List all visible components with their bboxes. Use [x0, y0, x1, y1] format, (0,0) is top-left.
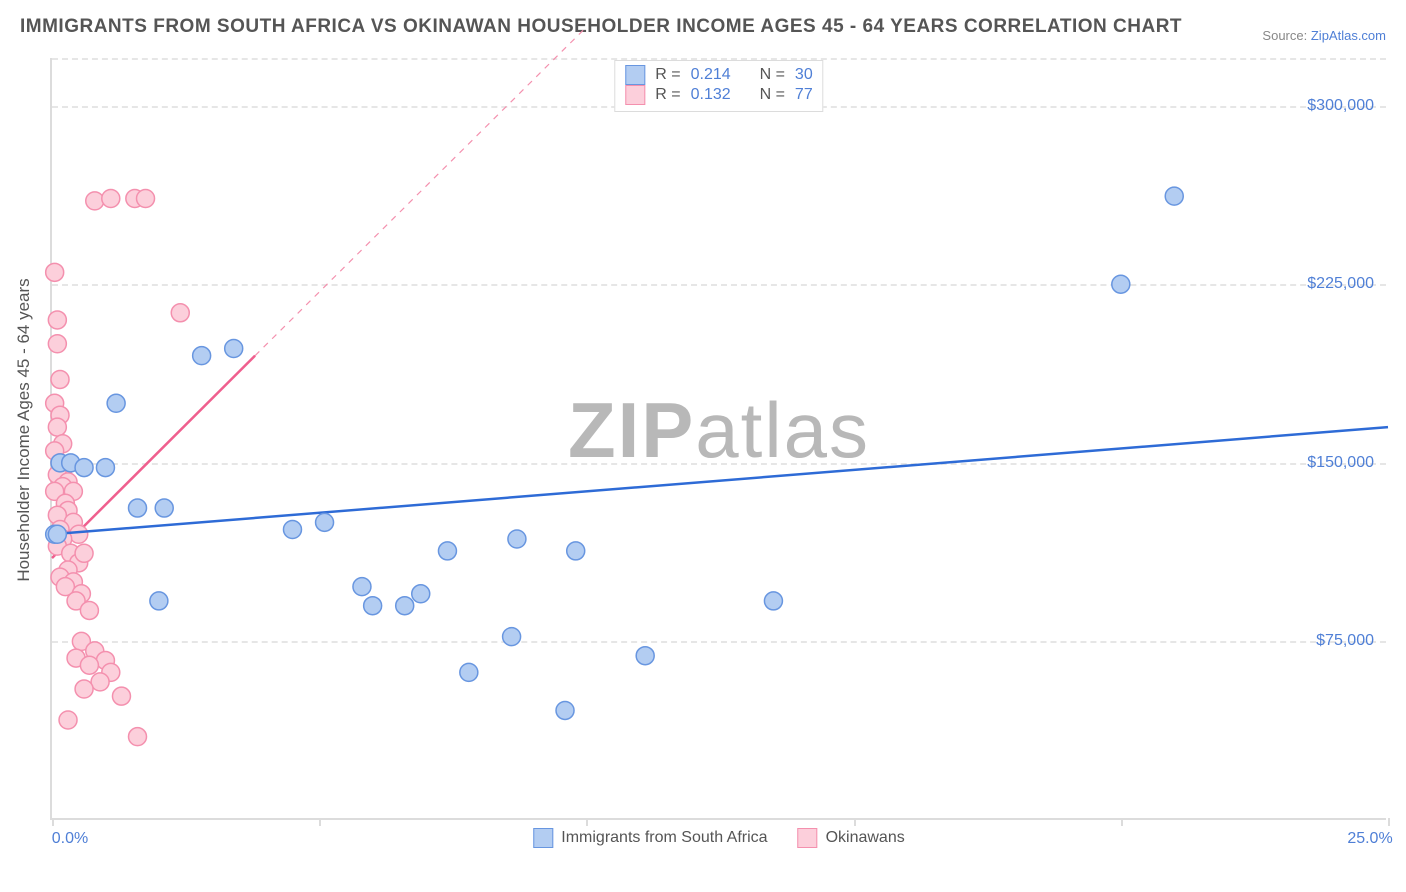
data-point: [396, 597, 414, 615]
n-value-b: 77: [795, 86, 813, 104]
x-tick: [854, 818, 856, 826]
data-point: [1112, 275, 1130, 293]
data-point: [80, 601, 98, 619]
x-tick: [319, 818, 321, 826]
data-point: [48, 311, 66, 329]
r-label: R =: [655, 86, 680, 104]
data-point: [48, 335, 66, 353]
x-tick: [1121, 818, 1123, 826]
r-label: R =: [655, 66, 680, 84]
swatch-legend-a: [533, 828, 553, 848]
swatch-legend-b: [798, 828, 818, 848]
swatch-series-a: [625, 65, 645, 85]
data-point: [46, 263, 64, 281]
n-label: N =: [760, 86, 785, 104]
swatch-series-b: [625, 85, 645, 105]
data-point: [48, 418, 66, 436]
x-tick: [1388, 818, 1390, 826]
n-label: N =: [760, 66, 785, 84]
chart-plot-area: ZIPatlas R = 0.214 N = 30 R = 0.132 N = …: [50, 58, 1386, 820]
data-point: [460, 663, 478, 681]
data-point: [86, 192, 104, 210]
data-point: [112, 687, 130, 705]
r-value-a: 0.214: [691, 66, 731, 84]
data-point: [75, 459, 93, 477]
stats-row-series-b: R = 0.132 N = 77: [625, 85, 812, 105]
data-point: [764, 592, 782, 610]
data-point: [70, 525, 88, 543]
data-point: [150, 592, 168, 610]
data-point: [567, 542, 585, 560]
source-label: Source:: [1262, 28, 1307, 43]
data-point: [283, 520, 301, 538]
data-point: [1165, 187, 1183, 205]
data-point: [48, 525, 66, 543]
data-point: [96, 459, 114, 477]
data-point: [225, 340, 243, 358]
data-point: [75, 544, 93, 562]
n-value-a: 30: [795, 66, 813, 84]
data-point: [75, 680, 93, 698]
data-point: [508, 530, 526, 548]
data-point: [155, 499, 173, 517]
data-point: [129, 499, 147, 517]
data-point: [137, 189, 155, 207]
x-tick-label: 25.0%: [1347, 830, 1392, 848]
source-link[interactable]: ZipAtlas.com: [1311, 28, 1386, 43]
data-point: [59, 711, 77, 729]
legend-label-b: Okinawans: [826, 829, 905, 847]
data-point: [80, 656, 98, 674]
data-point: [412, 585, 430, 603]
source-credit: Source: ZipAtlas.com: [1262, 28, 1386, 43]
data-point: [129, 728, 147, 746]
data-point: [107, 394, 125, 412]
legend-bottom: Immigrants from South Africa Okinawans: [533, 828, 904, 848]
chart-title: IMMIGRANTS FROM SOUTH AFRICA VS OKINAWAN…: [20, 16, 1182, 38]
data-point: [353, 578, 371, 596]
data-point: [316, 513, 334, 531]
data-point: [438, 542, 456, 560]
data-point: [91, 673, 109, 691]
r-value-b: 0.132: [691, 86, 731, 104]
data-point: [193, 347, 211, 365]
data-point: [503, 628, 521, 646]
data-point: [556, 701, 574, 719]
data-point: [51, 370, 69, 388]
legend-item-b: Okinawans: [798, 828, 905, 848]
legend-label-a: Immigrants from South Africa: [561, 829, 767, 847]
x-tick: [52, 818, 54, 826]
data-point: [364, 597, 382, 615]
legend-item-a: Immigrants from South Africa: [533, 828, 767, 848]
stats-legend-box: R = 0.214 N = 30 R = 0.132 N = 77: [614, 60, 823, 112]
x-tick-label: 0.0%: [52, 830, 88, 848]
data-point: [102, 189, 120, 207]
chart-svg: [52, 58, 1386, 818]
y-axis-label: Householder Income Ages 45 - 64 years: [14, 278, 34, 581]
data-point: [171, 304, 189, 322]
data-point: [636, 647, 654, 665]
x-tick: [586, 818, 588, 826]
stats-row-series-a: R = 0.214 N = 30: [625, 65, 812, 85]
